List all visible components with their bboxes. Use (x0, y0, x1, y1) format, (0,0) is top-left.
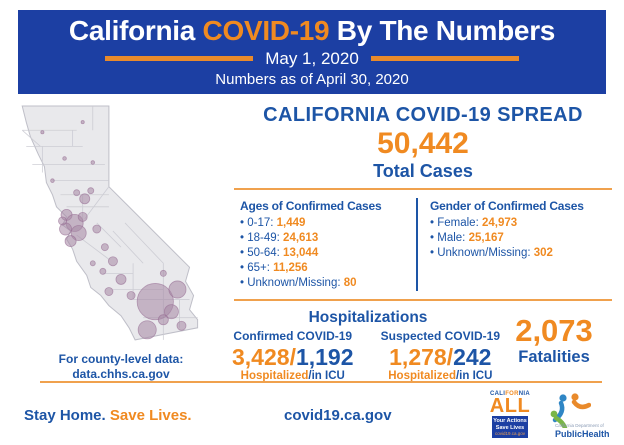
age-value: 11,256 (273, 261, 308, 274)
spread-title: CALIFORNIA COVID-19 SPREAD (263, 104, 583, 126)
public-health-text: California Department of PublicHealth (555, 423, 610, 439)
suspected-sublabel: Hospitalized/in ICU (381, 370, 500, 382)
age-label: 65+: (247, 261, 270, 274)
ca-all-nia: NIA (518, 391, 530, 397)
age-item: Unknown/Missing: 80 (240, 277, 412, 289)
slogan-stay-home: Stay Home. (24, 407, 110, 424)
ca-all-tagline-box: Your Actions Save Lives covid19.ca.gov (492, 416, 528, 438)
age-item: 18-49: 24,613 (240, 232, 412, 244)
california-map-svg (21, 105, 199, 341)
gender-item: Male: 25,167 (430, 232, 610, 244)
confirmed-block: Confirmed COVID-19 3,428/1,192 Hospitali… (232, 329, 354, 382)
column-divider (416, 197, 418, 291)
ages-column: Ages of Confirmed Cases 0-17: 1,449 18-4… (232, 196, 416, 293)
age-value: 24,613 (283, 231, 319, 244)
date-rule-right (370, 56, 519, 62)
suspected-icu-value: 242 (453, 343, 492, 370)
slogan-save-lives: Save Lives. (109, 407, 192, 424)
suspected-hospitalized-value: 1,278 (389, 343, 447, 370)
public-health-figures-icon (550, 393, 591, 428)
ca-all-tagline1: Your Actions (493, 418, 527, 424)
suspected-separator: / (446, 343, 454, 370)
page-title: California COVID-19 By The Numbers (69, 16, 555, 45)
ca-all-cali: CALI (489, 391, 506, 397)
confirmed-separator: / (289, 343, 296, 370)
gender-label: Female: (437, 216, 479, 229)
divider-middle (234, 298, 612, 301)
age-label: Unknown/Missing: (247, 276, 341, 289)
age-value: 1,449 (276, 216, 306, 229)
confirmed-hospitalized-value: 3,428 (232, 343, 290, 370)
hospitalizations-heading: Hospitalizations (308, 308, 428, 326)
gender-item: Unknown/Missing: 302 (430, 247, 610, 259)
footer-slogan: Stay Home. Save Lives. (24, 407, 192, 424)
age-item: 50-64: 13,044 (240, 247, 412, 259)
total-cases-label: Total Cases (373, 160, 473, 181)
age-label: 18-49: (247, 231, 280, 244)
title-part1: California (68, 15, 203, 47)
ca-all-url: covid19.ca.gov (494, 431, 526, 437)
age-label: 0-17: (247, 216, 274, 229)
ca-all-tagline2: Save Lives (495, 424, 525, 431)
footer-url: covid19.ca.gov (284, 407, 392, 424)
ca-all-for: FOR (505, 391, 519, 397)
divider-top (234, 187, 612, 190)
public-health-dept: California Department of (555, 423, 604, 428)
california-all-wordmark: CALIFORNIA (486, 391, 534, 397)
gender-value: 302 (533, 246, 553, 259)
confirmed-icu-value: 1,192 (295, 343, 354, 370)
suspected-block: Suspected COVID-19 1,278/242 Hospitalize… (381, 329, 500, 382)
fatalities-label: Fatalities (518, 347, 590, 366)
demographics-section: Ages of Confirmed Cases 0-17: 1,449 18-4… (232, 196, 614, 293)
confirmed-sub-icu: /in ICU (308, 369, 345, 382)
gender-heading: Gender of Confirmed Cases (430, 198, 584, 213)
hospitalizations-section: Hospitalizations Confirmed COVID-19 3,42… (232, 307, 614, 387)
gender-column: Gender of Confirmed Cases Female: 24,973… (418, 196, 614, 293)
fatalities-block: 2,073 Fatalities (496, 315, 612, 367)
confirmed-label: Confirmed COVID-19 (233, 328, 353, 343)
fatalities-value: 2,073 (515, 312, 593, 348)
date-text: May 1, 2020 (265, 48, 359, 68)
title-part2: By The Numbers (329, 15, 556, 47)
gender-label: Male: (437, 231, 466, 244)
ages-heading: Ages of Confirmed Cases (240, 198, 382, 213)
suspected-sub-hospitalized: Hospitalized (388, 369, 456, 382)
gender-label: Unknown/Missing: (437, 246, 531, 259)
confirmed-sub-hospitalized: Hospitalized (240, 369, 309, 382)
confirmed-sublabel: Hospitalized/in ICU (232, 370, 354, 382)
california-all-logo: CALIFORNIA ALL Your Actions Save Lives c… (486, 391, 534, 438)
as-of-text: Numbers as of April 30, 2020 (215, 70, 409, 88)
suspected-label: Suspected COVID-19 (380, 328, 500, 343)
map-caption-line1: For county-level data: (58, 352, 184, 366)
hospitalizations-columns: Confirmed COVID-19 3,428/1,192 Hospitali… (232, 329, 500, 382)
age-item: 65+: 11,256 (240, 262, 412, 274)
case-bubbles (40, 120, 187, 340)
gender-value: 24,973 (481, 216, 518, 229)
california-map (12, 102, 230, 354)
suspected-values: 1,278/242 (381, 343, 500, 370)
age-label: 50-64: (247, 246, 280, 259)
gender-value: 25,167 (468, 231, 504, 244)
ca-all-word: ALL (489, 395, 531, 417)
age-value: 13,044 (283, 246, 319, 259)
date-rule-left (105, 56, 254, 62)
header-banner: California COVID-19 By The Numbers May 1… (18, 10, 606, 94)
footer-divider (40, 381, 602, 383)
title-covid19: COVID-19 (202, 15, 330, 47)
age-item: 0-17: 1,449 (240, 217, 412, 229)
age-value: 80 (343, 276, 357, 289)
confirmed-values: 3,428/1,192 (232, 343, 354, 370)
total-cases-value: 50,442 (377, 127, 469, 160)
date-row: May 1, 2020 (105, 49, 519, 69)
map-caption: For county-level data: data.chhs.ca.gov (12, 352, 230, 382)
stats-panel: CALIFORNIA COVID-19 SPREAD 50,442 Total … (232, 104, 614, 387)
public-health-logo: California Department of PublicHealth (541, 392, 611, 442)
suspected-sub-icu: /in ICU (455, 369, 493, 382)
public-health-name: PublicHealth (555, 428, 610, 439)
map-caption-line2: data.chhs.ca.gov (72, 367, 170, 381)
gender-item: Female: 24,973 (430, 217, 610, 229)
